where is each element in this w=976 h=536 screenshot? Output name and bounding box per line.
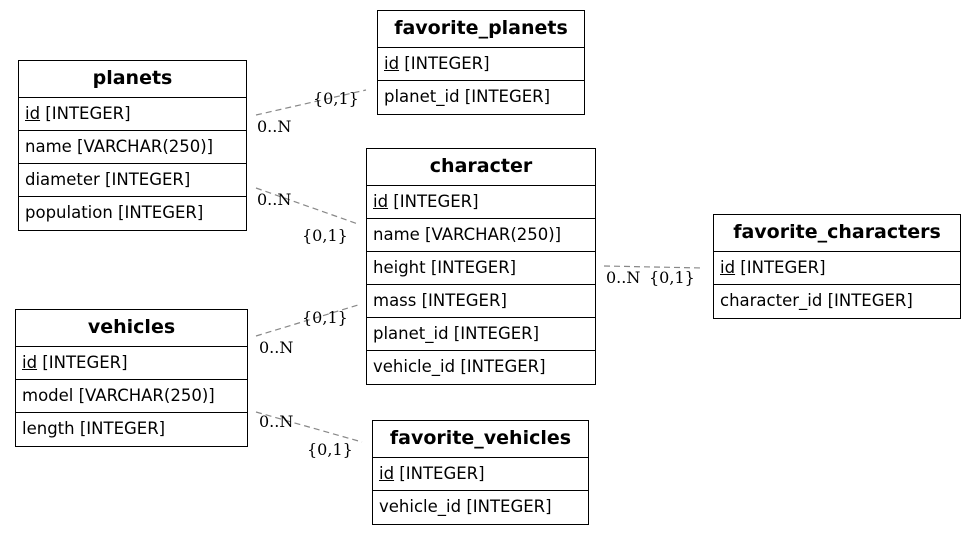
edge-label-many: 0..N [257, 117, 291, 136]
table-row: vehicle_id [INTEGER] [373, 491, 588, 524]
table-row: id [INTEGER] [714, 252, 960, 285]
edge-label-many: 0..N [257, 190, 291, 209]
table-row: name [VARCHAR(250)] [367, 219, 595, 252]
table-row: population [INTEGER] [19, 197, 246, 230]
primary-key: id [373, 192, 389, 211]
edge-label-one: {0,1} [302, 226, 348, 245]
edge-label-many: 0..N [259, 338, 293, 357]
primary-key: id [379, 464, 395, 483]
column-def: model [VARCHAR(250)] [22, 386, 215, 405]
column-def: planet_id [INTEGER] [373, 324, 540, 343]
column-type: [INTEGER] [735, 258, 826, 277]
table-title: favorite_planets [378, 11, 584, 48]
edge-label-one: {0,1} [307, 440, 353, 459]
edge-vehicles-favorite-vehicles [255, 411, 363, 443]
table-favorite-characters: favorite_characters id [INTEGER] charact… [713, 214, 961, 319]
table-favorite-planets: favorite_planets id [INTEGER] planet_id … [377, 10, 585, 115]
table-row: id [INTEGER] [367, 186, 595, 219]
column-def: length [INTEGER] [22, 419, 166, 438]
column-def: vehicle_id [INTEGER] [379, 497, 552, 516]
table-row: mass [INTEGER] [367, 285, 595, 318]
table-row: id [INTEGER] [373, 458, 588, 491]
primary-key: id [22, 353, 38, 372]
edge-planets-character [255, 187, 359, 225]
table-row: vehicle_id [INTEGER] [367, 351, 595, 384]
edge-vehicles-character [255, 304, 359, 337]
table-title: favorite_characters [714, 215, 960, 252]
column-type: [INTEGER] [399, 54, 490, 73]
table-row: planet_id [INTEGER] [378, 81, 584, 114]
edge-label-one: {0,1} [313, 89, 359, 108]
table-row: id [INTEGER] [19, 98, 246, 131]
table-row: name [VARCHAR(250)] [19, 131, 246, 164]
table-row: id [INTEGER] [16, 347, 247, 380]
table-row: character_id [INTEGER] [714, 285, 960, 318]
table-planets: planets id [INTEGER] name [VARCHAR(250)]… [18, 60, 247, 231]
table-title: favorite_vehicles [373, 421, 588, 458]
column-def: character_id [INTEGER] [720, 291, 913, 310]
edge-label-one: {0,1} [302, 308, 348, 327]
column-type: [INTEGER] [394, 464, 485, 483]
edge-label-one: {0,1} [649, 268, 695, 287]
primary-key: id [384, 54, 400, 73]
edge-label-many: 0..N [259, 412, 293, 431]
column-def: mass [INTEGER] [373, 291, 507, 310]
table-row: id [INTEGER] [378, 48, 584, 81]
table-title: character [367, 149, 595, 186]
column-def: diameter [INTEGER] [25, 170, 191, 189]
edge-character-favorite-characters [603, 265, 704, 269]
table-row: height [INTEGER] [367, 252, 595, 285]
column-def: population [INTEGER] [25, 203, 204, 222]
column-type: [INTEGER] [388, 192, 479, 211]
table-favorite-vehicles: favorite_vehicles id [INTEGER] vehicle_i… [372, 420, 589, 525]
table-vehicles: vehicles id [INTEGER] model [VARCHAR(250… [15, 309, 248, 447]
table-row: planet_id [INTEGER] [367, 318, 595, 351]
table-title: vehicles [16, 310, 247, 347]
table-row: length [INTEGER] [16, 413, 247, 446]
column-type: [INTEGER] [37, 353, 128, 372]
column-def: name [VARCHAR(250)] [373, 225, 562, 244]
column-type: [INTEGER] [40, 104, 131, 123]
table-title: planets [19, 61, 246, 98]
table-character: character id [INTEGER] name [VARCHAR(250… [366, 148, 596, 385]
primary-key: id [720, 258, 736, 277]
edge-planets-favorite-planets [255, 89, 367, 116]
table-row: model [VARCHAR(250)] [16, 380, 247, 413]
column-def: planet_id [INTEGER] [384, 87, 551, 106]
column-def: height [INTEGER] [373, 258, 517, 277]
column-def: name [VARCHAR(250)] [25, 137, 214, 156]
primary-key: id [25, 104, 41, 123]
column-def: vehicle_id [INTEGER] [373, 357, 546, 376]
edge-label-many: 0..N [606, 268, 640, 287]
table-row: diameter [INTEGER] [19, 164, 246, 197]
